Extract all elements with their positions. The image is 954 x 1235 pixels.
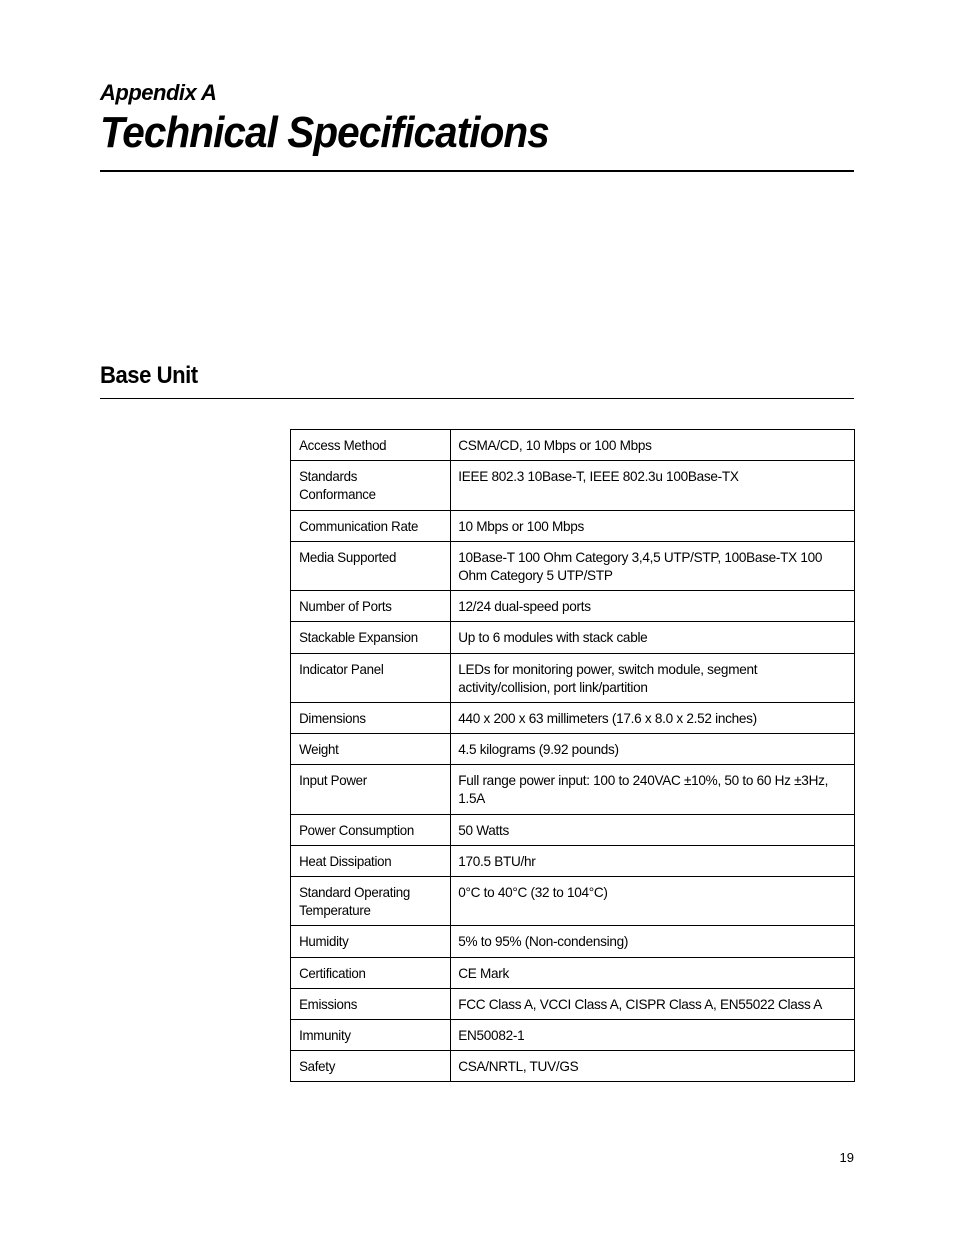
- spec-label: Access Method: [291, 430, 443, 461]
- table-row: Media Supported10Base-T 100 Ohm Category…: [291, 541, 855, 590]
- spec-label: Heat Dissipation: [291, 845, 443, 876]
- spec-value: CSA/NRTL, TUV/GS: [450, 1051, 842, 1082]
- spec-value: CSMA/CD, 10 Mbps or 100 Mbps: [450, 430, 842, 461]
- table-row: EmissionsFCC Class A, VCCI Class A, CISP…: [291, 988, 855, 1019]
- spec-label: Emissions: [291, 988, 443, 1019]
- table-row: Dimensions440 x 200 x 63 millimeters (17…: [291, 702, 855, 733]
- table-row: Number of Ports12/24 dual-speed ports: [291, 591, 855, 622]
- spec-value: CE Mark: [450, 957, 842, 988]
- spec-table: Access MethodCSMA/CD, 10 Mbps or 100 Mbp…: [290, 429, 855, 1082]
- appendix-label: Appendix A: [100, 80, 854, 106]
- table-row: ImmunityEN50082-1: [291, 1019, 855, 1050]
- spec-table-body: Access MethodCSMA/CD, 10 Mbps or 100 Mbp…: [291, 430, 855, 1082]
- spec-label: Number of Ports: [291, 591, 443, 622]
- table-row: CertificationCE Mark: [291, 957, 855, 988]
- spec-label: Communication Rate: [291, 510, 443, 541]
- spec-label: Immunity: [291, 1019, 443, 1050]
- table-row: Weight4.5 kilograms (9.92 pounds): [291, 734, 855, 765]
- spec-value: Up to 6 modules with stack cable: [450, 622, 842, 653]
- table-row: Communication Rate10 Mbps or 100 Mbps: [291, 510, 855, 541]
- spec-label: Input Power: [291, 765, 443, 814]
- table-row: Heat Dissipation170.5 BTU/hr: [291, 845, 855, 876]
- table-row: Indicator PanelLEDs for monitoring power…: [291, 653, 855, 702]
- spec-label: Certification: [291, 957, 443, 988]
- table-row: Standard Operating Temperature0°C to 40°…: [291, 877, 855, 926]
- table-row: Access MethodCSMA/CD, 10 Mbps or 100 Mbp…: [291, 430, 855, 461]
- spec-value: 10 Mbps or 100 Mbps: [450, 510, 842, 541]
- table-row: Standards ConformanceIEEE 802.3 10Base-T…: [291, 461, 855, 510]
- page-number: 19: [840, 1150, 854, 1165]
- spec-value: LEDs for monitoring power, switch module…: [450, 653, 842, 702]
- spec-value: EN50082-1: [450, 1019, 842, 1050]
- spec-label: Humidity: [291, 926, 443, 957]
- spec-label: Standards Conformance: [291, 461, 443, 510]
- spec-label: Standard Operating Temperature: [291, 877, 443, 926]
- spec-value: FCC Class A, VCCI Class A, CISPR Class A…: [450, 988, 842, 1019]
- spec-label: Indicator Panel: [291, 653, 443, 702]
- spec-value: 4.5 kilograms (9.92 pounds): [450, 734, 842, 765]
- spec-value: 5% to 95% (Non-condensing): [450, 926, 842, 957]
- section-heading: Base Unit: [100, 362, 794, 390]
- title-rule: [100, 170, 854, 172]
- table-row: Input PowerFull range power input: 100 t…: [291, 765, 855, 814]
- spec-label: Media Supported: [291, 541, 443, 590]
- spec-label: Dimensions: [291, 702, 443, 733]
- spec-label: Stackable Expansion: [291, 622, 443, 653]
- table-row: Humidity5% to 95% (Non-condensing): [291, 926, 855, 957]
- table-row: Stackable ExpansionUp to 6 modules with …: [291, 622, 855, 653]
- spec-label: Weight: [291, 734, 443, 765]
- spec-label: Safety: [291, 1051, 443, 1082]
- table-row: Power Consumption50 Watts: [291, 814, 855, 845]
- spec-value: 170.5 BTU/hr: [450, 845, 842, 876]
- spec-value: 0°C to 40°C (32 to 104°C): [450, 877, 842, 926]
- table-row: SafetyCSA/NRTL, TUV/GS: [291, 1051, 855, 1082]
- spec-value: 50 Watts: [450, 814, 842, 845]
- spec-value: 440 x 200 x 63 millimeters (17.6 x 8.0 x…: [450, 702, 842, 733]
- spec-value: 12/24 dual-speed ports: [450, 591, 842, 622]
- spec-value: 10Base-T 100 Ohm Category 3,4,5 UTP/STP,…: [450, 541, 842, 590]
- page-title: Technical Specifications: [100, 108, 794, 158]
- spec-value: IEEE 802.3 10Base-T, IEEE 802.3u 100Base…: [450, 461, 842, 510]
- spec-label: Power Consumption: [291, 814, 443, 845]
- section-rule: [100, 398, 854, 399]
- spec-value: Full range power input: 100 to 240VAC ±1…: [450, 765, 842, 814]
